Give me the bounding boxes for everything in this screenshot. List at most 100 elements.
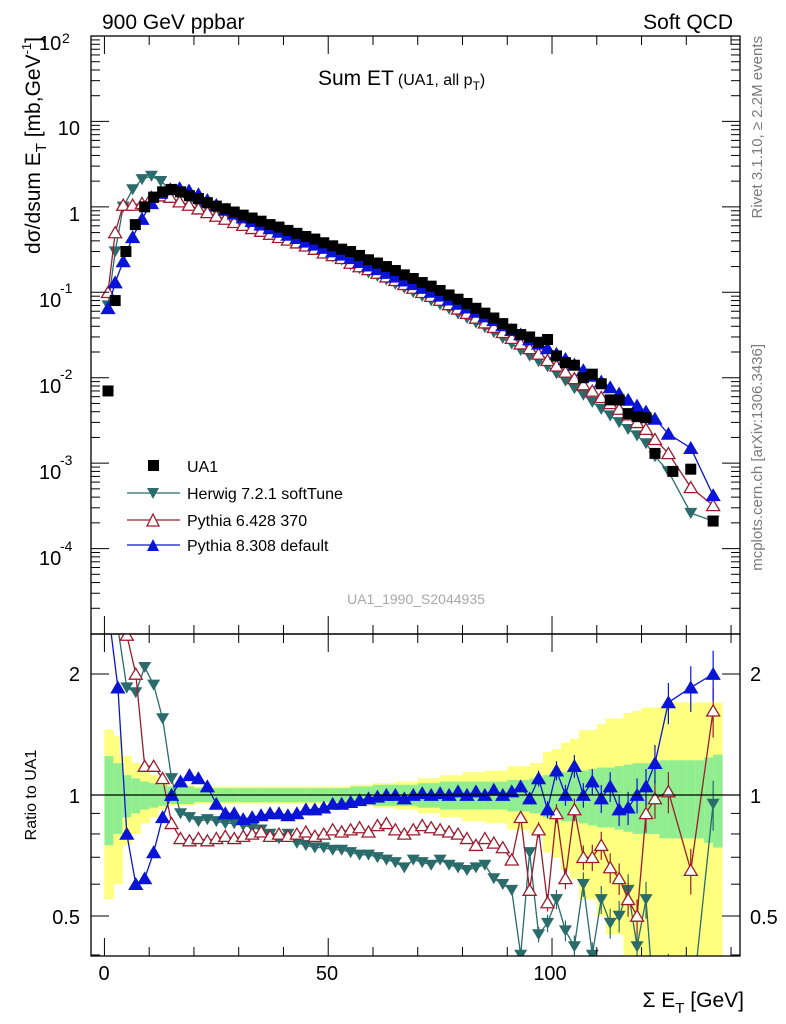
band-inner-bin (677, 760, 687, 839)
main-series-pythia8 (100, 181, 721, 502)
ratio-y-axis-title: Ratio to UA1 (23, 750, 40, 841)
ratio-point-pythia6 (450, 826, 466, 840)
ratio-point-pythia6 (566, 802, 583, 816)
ratio-point-herwig (353, 849, 367, 861)
main-point-pythia6 (660, 446, 677, 460)
main-point-ua1 (363, 254, 375, 266)
legend-label-herwig: Herwig 7.2.1 softTune (187, 486, 343, 503)
main-y-tick-labels: 10 -4 10 -3 10 -2 10 -1 1 10 10 2 (39, 30, 80, 570)
ratio-point-pythia6 (647, 791, 663, 805)
ratio-point-pythia8 (325, 796, 341, 810)
ratio-point-pythia6 (705, 703, 721, 717)
legend-label-pythia8: Pythia 8.308 default (187, 538, 329, 555)
ratio-point-herwig (326, 844, 340, 856)
main-point-ua1 (434, 284, 446, 296)
main-point-ua1 (622, 408, 634, 420)
ratio-point-pythia6 (360, 824, 377, 838)
main-point-ua1 (237, 209, 249, 221)
ratio-point-pythia6 (638, 806, 654, 820)
main-point-pythia8 (629, 398, 645, 412)
ratio-point-pythia8 (119, 826, 135, 840)
main-point-pythia6 (705, 498, 721, 512)
ratio-point-herwig (630, 941, 644, 953)
main-point-pythia6 (181, 197, 197, 211)
ratio-point-pythia8 (154, 810, 171, 824)
ratio-point-herwig (147, 679, 161, 691)
y-tick-label-1e2-exp: 2 (62, 30, 70, 46)
ratio-point-herwig (120, 682, 134, 694)
main-point-ua1 (707, 515, 719, 527)
main-point-ua1 (273, 221, 285, 233)
ratio-point-pythia6 (468, 838, 484, 852)
ratio-point-pythia8 (172, 774, 189, 788)
ratio-point-herwig (523, 847, 537, 859)
ratio-point-pythia6 (530, 822, 547, 836)
main-point-pythia6 (171, 194, 188, 208)
band-inner-bin (668, 760, 678, 839)
band-inner-bin (113, 763, 123, 834)
ratio-point-pythia8 (450, 784, 466, 798)
main-point-ua1 (470, 302, 482, 314)
main-point-ua1 (201, 197, 213, 209)
main-point-ua1 (533, 336, 545, 348)
ratio-point-pythia6 (611, 871, 627, 885)
ratio-point-pythia6 (217, 829, 233, 842)
main-series-ua1 (102, 183, 719, 527)
main-point-ua1 (300, 230, 312, 242)
ratio-point-pythia8 (513, 779, 529, 793)
ratio-point-herwig (549, 894, 563, 906)
main-point-pythia6 (584, 383, 600, 397)
ratio-point-pythia8 (414, 786, 430, 800)
main-point-ua1 (291, 227, 303, 239)
main-point-ua1 (148, 191, 160, 203)
ratio-panel: 0.5 1 2 0.5 1 2 0 50 100 Ratio to UA1 Σ … (23, 633, 778, 1017)
legend-marker-ua1 (148, 460, 159, 471)
main-point-pythia8 (124, 230, 141, 244)
main-point-pythia8 (705, 488, 721, 502)
main-point-ua1 (371, 257, 383, 269)
ratio-point-herwig (585, 949, 599, 956)
band-inner-bin (659, 760, 669, 839)
ratio-point-pythia8 (110, 680, 126, 694)
ratio-point-pythia8 (647, 756, 663, 770)
ratio-point-herwig (156, 713, 170, 725)
ratio-ticks (91, 634, 740, 956)
ratio-point-pythia6 (584, 850, 600, 864)
main-point-pythia8 (387, 269, 403, 283)
legend-label-pythia6: Pythia 6.428 370 (187, 513, 307, 530)
ratio-point-herwig (662, 968, 675, 979)
main-point-pythia6 (611, 401, 627, 415)
main-point-pythia6 (548, 358, 565, 372)
ratio-point-pythia6 (378, 816, 395, 830)
y-tick-label-1e-2-base: 10 (39, 376, 61, 398)
ratio-point-herwig (594, 894, 608, 906)
ratio-point-pythia8 (620, 800, 636, 814)
ratio-y-tick-label-2: 2 (69, 664, 80, 686)
ratio-y-tick-label-0.5: 0.5 (52, 907, 80, 929)
main-point-ua1 (102, 385, 114, 397)
x-tick-label-50: 50 (316, 963, 338, 985)
ratio-point-herwig (460, 865, 474, 877)
main-point-herwig (144, 170, 158, 182)
main-point-pythia8 (602, 380, 618, 394)
main-point-pythia8 (647, 411, 663, 425)
ratio-point-pythia6 (504, 852, 520, 866)
ratio-point-pythia6 (495, 840, 511, 854)
main-point-ua1 (667, 465, 679, 477)
ratio-point-pythia8 (638, 779, 654, 793)
ratio-point-herwig (505, 884, 519, 896)
y-tick-label-1e-1-exp: -1 (60, 280, 73, 296)
ratio-point-pythia8 (146, 845, 162, 859)
ratio-point-herwig (496, 878, 510, 891)
main-point-ua1 (595, 378, 607, 390)
main-point-ua1 (559, 357, 571, 369)
main-point-pythia8 (620, 392, 636, 406)
main-point-ua1 (318, 237, 330, 249)
main-point-herwig (135, 174, 149, 186)
main-point-ua1 (604, 394, 616, 406)
ratio-point-herwig (191, 816, 205, 828)
ratio-point-pythia6 (351, 820, 368, 834)
main-point-ua1 (120, 246, 132, 258)
ratio-point-herwig (397, 862, 411, 874)
main-point-ua1 (640, 412, 652, 424)
